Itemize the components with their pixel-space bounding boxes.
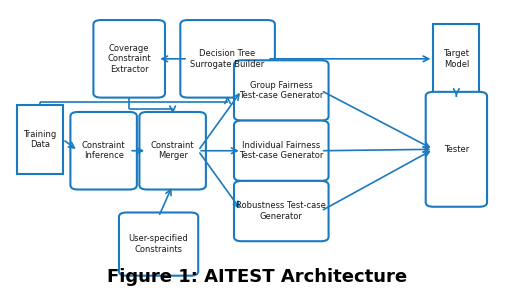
FancyBboxPatch shape <box>426 92 487 207</box>
Text: Individual Fairness
Test-case Generator: Individual Fairness Test-case Generator <box>239 141 323 160</box>
FancyBboxPatch shape <box>234 181 328 241</box>
Text: Constraint
Merger: Constraint Merger <box>151 141 194 160</box>
Bar <box>433 24 480 93</box>
FancyBboxPatch shape <box>234 121 328 181</box>
FancyBboxPatch shape <box>94 20 165 98</box>
Text: Decision Tree
Surrogate Builder: Decision Tree Surrogate Builder <box>191 49 265 68</box>
FancyBboxPatch shape <box>234 60 328 121</box>
FancyBboxPatch shape <box>70 112 137 190</box>
Text: Group Fairness
Test-case Generator: Group Fairness Test-case Generator <box>239 81 323 100</box>
Bar <box>17 105 63 174</box>
Text: Coverage
Constraint
Extractor: Coverage Constraint Extractor <box>107 44 151 74</box>
Text: Target
Model: Target Model <box>444 49 469 68</box>
Text: Figure 1: AITEST Architecture: Figure 1: AITEST Architecture <box>107 268 407 286</box>
FancyBboxPatch shape <box>119 213 198 276</box>
Text: User-specified
Constraints: User-specified Constraints <box>128 234 189 254</box>
Text: Robustness Test-case
Generator: Robustness Test-case Generator <box>236 201 326 221</box>
FancyBboxPatch shape <box>139 112 206 190</box>
Text: Tester: Tester <box>444 145 469 154</box>
Text: Training
Data: Training Data <box>23 130 57 149</box>
FancyBboxPatch shape <box>180 20 275 98</box>
Text: Constraint
Inference: Constraint Inference <box>82 141 125 160</box>
